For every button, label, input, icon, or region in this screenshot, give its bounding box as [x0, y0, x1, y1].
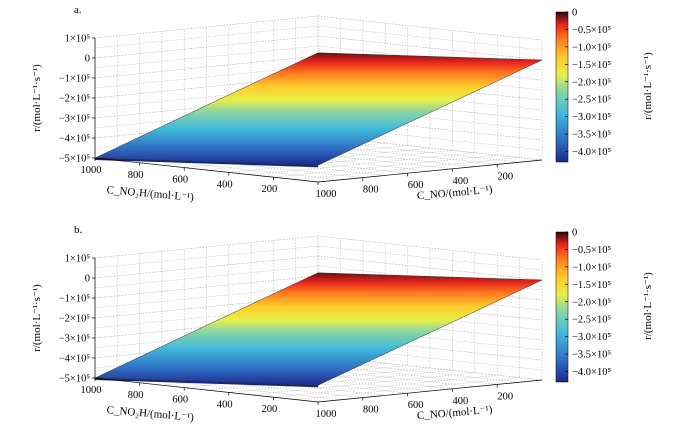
x-tick-label: 600: [172, 395, 188, 406]
colorbar-label: r/(mol·L⁻¹·s⁻¹): [642, 52, 654, 120]
surface-edge: [95, 378, 318, 388]
z-tick-label: −1×10⁵: [59, 74, 91, 85]
grid-line: [251, 372, 475, 396]
grid-line: [94, 55, 319, 79]
colorbar-tick-label: −1.0×10⁵: [572, 42, 611, 53]
y-axis-label: C_NO/(mol·L⁻¹): [417, 404, 494, 423]
colorbar-label: r/(mol·L⁻¹·s⁻¹): [642, 272, 654, 340]
x-tick-label: 400: [217, 399, 233, 410]
z-tick-label: 1×10⁵: [65, 34, 91, 45]
z-tick-label: 0: [85, 274, 90, 285]
colorbar-tick-label: −4.0×10⁵: [572, 367, 611, 378]
colorbar-tick-label: 0: [572, 8, 577, 19]
y-tick-label: 200: [497, 171, 513, 182]
chart-panel-a: a. 1×10⁵ 0 −1×10⁵ −2×10⁵ −3×10⁵ −4×10⁵ −5×10⁵ r/…: [31, 4, 654, 204]
grid-line: [295, 157, 520, 180]
y-tick-label: 1000: [316, 189, 337, 200]
y-tick-label: 600: [408, 400, 424, 411]
x-tick-label: 600: [172, 175, 188, 186]
y-axis-label: C_NO/(mol·L⁻¹): [417, 184, 494, 203]
colorbar-tick-label: −2.0×10⁵: [572, 297, 611, 308]
x-tick-label: 800: [128, 390, 144, 401]
x-tick-label: 200: [262, 404, 278, 415]
surface-edge: [95, 158, 318, 168]
surface-plane: [94, 272, 543, 386]
z-tick-label: −2×10⁵: [59, 94, 91, 105]
y-tick-label: 800: [363, 185, 379, 196]
z-tick-label: −3×10⁵: [59, 114, 91, 125]
x-axis-line: [94, 157, 319, 183]
z-tick-label: −3×10⁵: [59, 334, 91, 345]
y-tick-label: 400: [453, 176, 469, 187]
grid-line: [94, 245, 319, 269]
panel-label: b.: [74, 224, 83, 236]
grid-line: [295, 377, 520, 400]
grid-line: [228, 370, 453, 393]
z-tick-label: −2×10⁵: [59, 314, 91, 325]
colorbar-tick-label: −3.0×10⁵: [572, 332, 611, 343]
y-tick-label: 200: [497, 391, 513, 402]
colorbar-tick-label: −0.5×10⁵: [572, 245, 611, 256]
colorbar-tick-label: −3.5×10⁵: [572, 350, 611, 361]
x-tick-label: 1000: [81, 385, 102, 396]
grid-line: [251, 152, 475, 176]
x-tick-label: 200: [262, 184, 278, 195]
x-axis-label: C_NO₂H/(mol·L⁻¹): [106, 404, 195, 424]
colorbar-tick-label: −3.5×10⁵: [572, 130, 611, 141]
x-tick-label: 1000: [81, 165, 102, 176]
colorbar: [555, 231, 569, 383]
z-tick-label: −1×10⁵: [59, 294, 91, 305]
grid-line: [228, 150, 453, 173]
y-tick-label: 600: [408, 180, 424, 191]
panel-label: a.: [74, 4, 82, 16]
colorbar-tick-label: 0: [572, 228, 577, 239]
grid-line: [273, 374, 498, 398]
colorbar-tick-label: −1.5×10⁵: [572, 280, 611, 291]
chart-panel-b: b. 1×10⁵ 0 −1×10⁵ −2×10⁵ −3×10⁵ −4×10⁵ −5×10⁵ r/…: [31, 224, 654, 424]
colorbar-tick-label: −2.0×10⁵: [572, 77, 611, 88]
y-tick-label: 400: [453, 396, 469, 407]
z-tick-label: −5×10⁵: [59, 154, 91, 165]
x-tick-label: 800: [128, 170, 144, 181]
x-axis-line: [94, 377, 319, 403]
z-tick-label: 0: [85, 54, 90, 65]
z-axis-label: r/(mol·L⁻¹·s⁻¹): [31, 284, 43, 352]
y-axis-line: [317, 159, 543, 183]
grid-line: [94, 25, 319, 49]
colorbar-tick-label: −3.0×10⁵: [572, 112, 611, 123]
colorbar-tick-label: −1.5×10⁵: [572, 60, 611, 71]
colorbar-tick-label: −2.5×10⁵: [572, 315, 611, 326]
z-axis-label: r/(mol·L⁻¹·s⁻¹): [31, 64, 43, 132]
grid-line: [273, 154, 498, 178]
y-tick-label: 1000: [316, 409, 337, 420]
colorbar-tick-label: −0.5×10⁵: [572, 25, 611, 36]
grid-line: [94, 275, 319, 299]
z-tick-label: 1×10⁵: [65, 254, 91, 265]
x-axis-label: C_NO₂H/(mol·L⁻¹): [106, 184, 195, 204]
colorbar-tick-label: −2.5×10⁵: [572, 95, 611, 106]
grid-line: [94, 15, 319, 39]
z-tick-label: −5×10⁵: [59, 374, 91, 385]
colorbar: [555, 11, 569, 163]
colorbar-tick-label: −1.0×10⁵: [572, 262, 611, 273]
colorbar-tick-label: −4.0×10⁵: [572, 147, 611, 158]
x-tick-label: 400: [217, 179, 233, 190]
y-tick-label: 800: [363, 405, 379, 416]
y-axis-line: [317, 379, 543, 403]
z-tick-label: −4×10⁵: [59, 134, 91, 145]
grid-line: [94, 235, 319, 259]
z-tick-label: −4×10⁵: [59, 354, 91, 365]
